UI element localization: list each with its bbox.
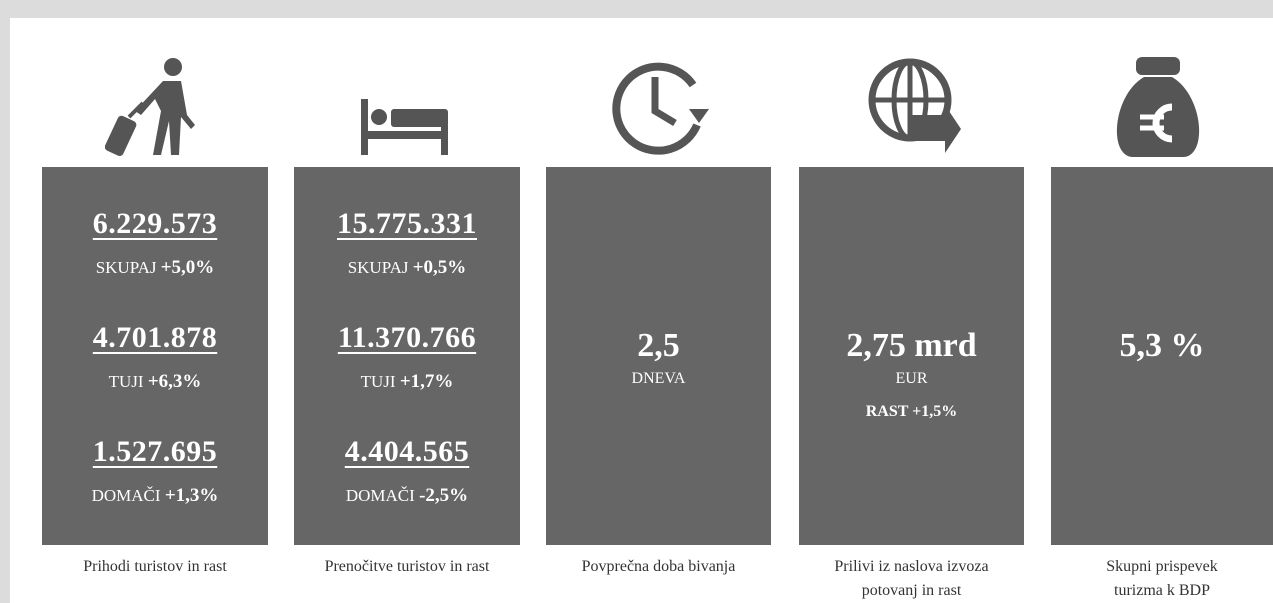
stat-box: 6.229.573 SKUPAJ +5,0% 4.701.878 TUJI +6,3%… [42,167,268,545]
clock-icon [612,62,709,155]
stat-change: +5,0% [160,257,215,278]
caption-line: potovanj in rast [861,582,962,599]
stat-number: 4.701.878 [92,321,218,354]
stat-box: 2,75 mrd EUR RAST +1,5% [799,167,1024,545]
stat-box: 5,3 % [1051,167,1273,545]
stat-value: 2,75 mrd [846,327,977,364]
caption-line: Prilivi iz naslova izvoza [834,558,989,575]
caption-line: Prenočitve turistov in rast [324,558,490,575]
stat-category: DOMAČI [91,486,161,505]
stat-number: 4.404.565 [344,435,470,468]
caption-line: Prihodi turistov in rast [83,558,227,575]
stat-label: DOMAČI -2,5% [294,485,520,507]
stat-change: +1,7% [399,371,454,392]
stat-box: 15.775.331 SKUPAJ +0,5% 11.370.766 TUJI +1,… [294,167,520,545]
stat-category: TUJI [108,372,144,391]
stat-change: +1,3% [164,485,219,506]
stat-label: TUJI +1,7% [294,371,520,393]
stat-category: SKUPAJ [95,258,157,277]
globe-icon [868,58,961,153]
stat-box: 2,5 DNEVA [546,167,771,545]
infographic: 6.229.573 SKUPAJ +5,0% 4.701.878 TUJI +6,3%… [10,18,1273,603]
stat-label: SKUPAJ +5,0% [42,257,268,279]
stat-value: 5,3 % [1119,327,1205,364]
stat-value: 2,5 [637,327,680,364]
stat-number: 15.775.331 [337,207,477,240]
stat-change: +6,3% [147,371,202,392]
stat-category: SKUPAJ [347,258,409,277]
growth-change: +1,5% [912,403,958,420]
growth-label: RAST [865,403,909,420]
money-bag-icon [1116,57,1200,157]
stat-number: 11.370.766 [337,321,477,354]
stat-number: 1.527.695 [92,435,218,468]
stat-label: SKUPAJ +0,5% [294,257,520,279]
stat-change: +0,5% [412,257,467,278]
caption-line: Povprečna doba bivanja [581,558,736,575]
stat-unit: EUR [895,370,928,387]
traveler-icon [105,58,195,157]
stat-category: TUJI [360,372,396,391]
stat-number: 6.229.573 [92,207,218,240]
stat-label: DOMAČI +1,3% [42,485,268,507]
stat-category: DOMAČI [345,486,415,505]
caption: Prenočitve turistov in rast [284,555,530,579]
stat-unit: DNEVA [631,370,686,387]
stat-growth: RAST +1,5% [799,403,1024,421]
caption: Prihodi turistov in rast [32,555,278,579]
caption: Skupni prispevek turizma k BDP [1041,555,1273,603]
caption-line: Skupni prispevek [1106,558,1218,575]
stat-change: -2,5% [419,485,469,506]
caption: Prilivi iz naslova izvoza potovanj in ras… [789,555,1034,603]
bed-icon [361,99,448,155]
stat-label: TUJI +6,3% [42,371,268,393]
caption-line: turizma k BDP [1114,582,1210,599]
caption: Povprečna doba bivanja [536,555,781,579]
